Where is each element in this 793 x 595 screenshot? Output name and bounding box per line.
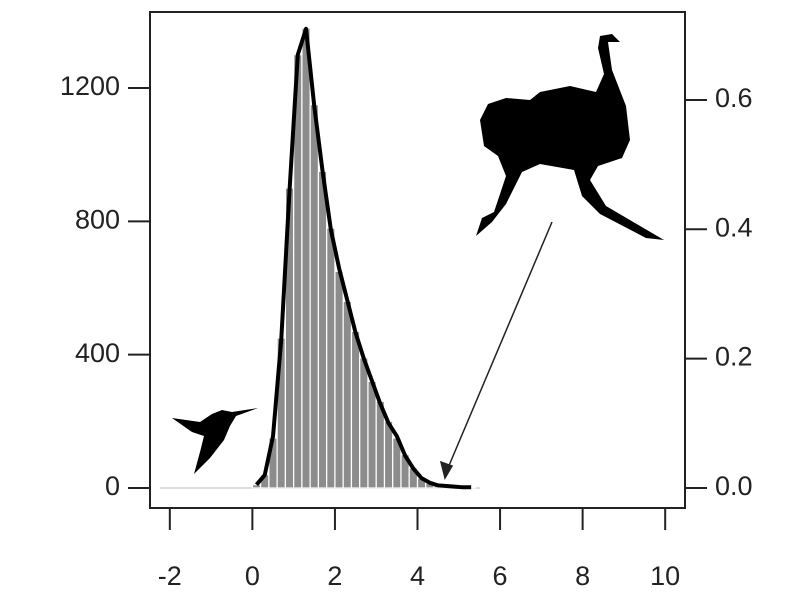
histogram-bar <box>359 357 369 489</box>
histogram-bar <box>334 270 344 489</box>
hummingbird-icon <box>172 408 258 474</box>
x-tick-label: 2 <box>327 561 342 591</box>
y-tick-label: 400 <box>75 338 120 368</box>
histogram-bar <box>326 227 336 489</box>
y-tick-label: 1200 <box>60 71 120 101</box>
x-tick-label: -2 <box>158 561 182 591</box>
y-tick-label: 0 <box>105 471 120 501</box>
y-tick-label: 800 <box>75 204 120 234</box>
arrow-head <box>439 460 454 480</box>
x-tick-label: 4 <box>410 561 425 591</box>
histogram-bar <box>367 380 377 489</box>
histogram-bar <box>301 27 311 489</box>
x-tick-label: 6 <box>493 561 508 591</box>
y2-tick-label: 0.6 <box>715 83 753 113</box>
ostrich-icon <box>476 34 664 240</box>
y2-tick-label: 0.0 <box>715 471 753 501</box>
density-line <box>254 26 472 490</box>
annotation-arrow <box>444 221 553 476</box>
y2-tick-label: 0.4 <box>715 212 753 242</box>
histogram-bar <box>317 170 328 489</box>
histogram-bar <box>251 484 262 489</box>
x-tick-label: 0 <box>245 561 260 591</box>
x-tick-label: 8 <box>575 561 590 591</box>
x-tick-label: 10 <box>650 561 680 591</box>
y2-tick-label: 0.2 <box>715 342 753 372</box>
histogram-bar <box>350 330 361 489</box>
histogram-bar <box>309 104 320 489</box>
histogram-bar <box>342 300 353 489</box>
